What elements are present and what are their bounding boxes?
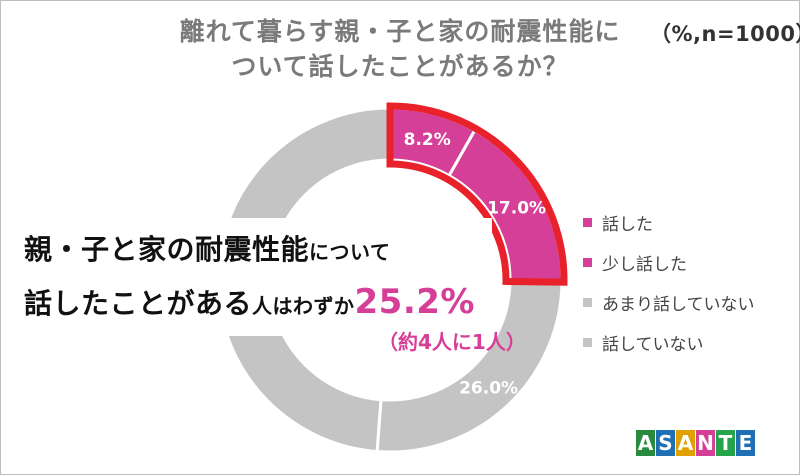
asante-logo: A S A N T E: [636, 430, 755, 456]
logo-letter: T: [716, 430, 735, 456]
legend-label: 話していない: [602, 334, 704, 355]
legend-item: 話した: [583, 212, 755, 235]
legend-item: 話していない: [583, 332, 755, 355]
legend: 話した 少し話した あまり話していない 話していない: [583, 212, 755, 372]
legend-item: あまり話していない: [583, 292, 755, 315]
legend-swatch: [583, 217, 592, 227]
title-line-2: ついて話したことがあるか？: [231, 52, 569, 81]
legend-item: 少し話した: [583, 252, 755, 275]
chart-title: 離れて暮らす親・子と家の耐震性能に ついて話したことがあるか？: [150, 14, 650, 84]
logo-letter: A: [676, 430, 695, 456]
slice-value-label: 26.0%: [459, 379, 518, 399]
legend-swatch: [583, 297, 592, 307]
callout-percentage: 25.2%: [354, 282, 475, 322]
callout-ratio: （約4人に1人）: [378, 330, 526, 354]
highlight-outline: [386, 102, 568, 286]
callout-text: 人はわずか: [252, 294, 355, 318]
legend-label: あまり話していない: [602, 294, 755, 315]
callout-line-1: 親・子と家の耐震性能について: [24, 228, 390, 268]
callout-line-2: 話したことがある人はわずか25.2%: [24, 282, 475, 322]
legend-label: 少し話した: [602, 254, 687, 275]
legend-swatch: [583, 257, 592, 267]
legend-swatch: [583, 337, 592, 347]
callout-emphasis: 話したことがある: [24, 287, 253, 320]
logo-letter: A: [636, 430, 655, 456]
callout-box: 親・子と家の耐震性能について 話したことがある人はわずか25.2% （約4人に1…: [18, 218, 526, 354]
sample-note: （%,n=1000）: [650, 22, 800, 46]
callout-emphasis: 親・子と家の耐震性能: [24, 233, 310, 266]
slice-value-label: 17.0%: [487, 198, 546, 218]
logo-letter: S: [656, 430, 675, 456]
title-line-1: 離れて暮らす親・子と家の耐震性能に: [179, 17, 621, 46]
legend-label: 話した: [602, 214, 653, 235]
logo-letter: N: [696, 430, 715, 456]
callout-text: について: [309, 240, 391, 264]
logo-letter: E: [736, 430, 755, 456]
slice-value-label: 8.2%: [404, 130, 451, 150]
